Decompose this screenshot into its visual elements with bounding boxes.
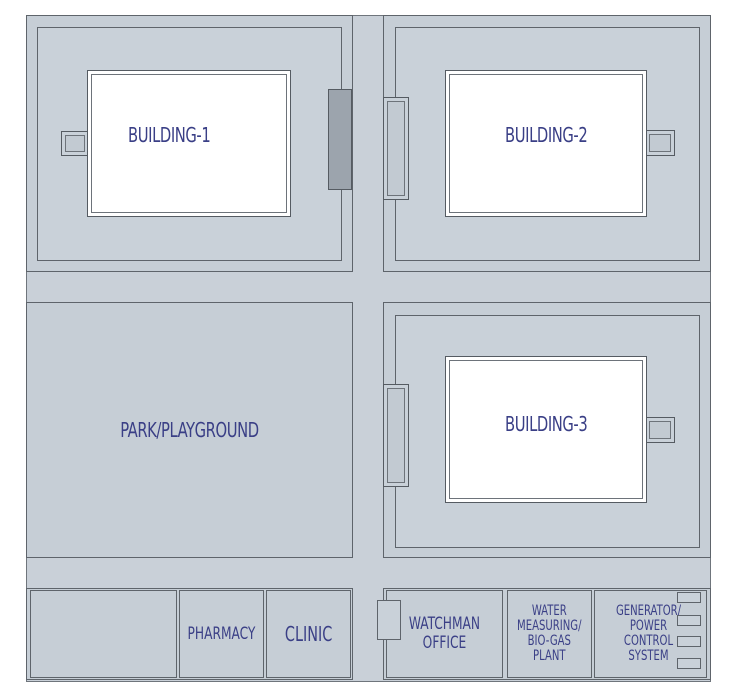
- building-1-entrance: [328, 89, 352, 190]
- building-3[interactable]: BUILDING-3: [445, 356, 647, 503]
- clinic-label: CLINIC: [284, 621, 333, 646]
- park-playground[interactable]: [26, 302, 353, 558]
- building-3-entrance: [383, 384, 409, 487]
- water-measuring-room[interactable]: WATER MEASURING/ BIO-GAS PLANT: [507, 590, 592, 678]
- building-2-entrance: [383, 97, 409, 200]
- water-line-4: PLANT: [533, 648, 566, 664]
- building-2-step: [645, 130, 675, 156]
- building-3-step: [645, 417, 675, 443]
- watchman-office[interactable]: WATCHMAN OFFICE: [386, 590, 503, 678]
- building-1[interactable]: BUILDING-1: [87, 70, 291, 217]
- generator-unit-2: [677, 615, 701, 626]
- building-1-step: [61, 131, 89, 156]
- generator-line-3: SYSTEM: [628, 648, 669, 664]
- water-line-2: MEASURING/: [517, 618, 582, 634]
- park-label-wrap: PARK/PLAYGROUND: [26, 302, 353, 558]
- watchman-label: WATCHMAN OFFICE: [409, 615, 480, 653]
- park-label: PARK/PLAYGROUND: [120, 418, 259, 442]
- generator-line-2: POWER CONTROL: [623, 618, 674, 649]
- water-line-3: BIO-GAS: [527, 633, 572, 649]
- water-label: WATER MEASURING/ BIO-GAS PLANT: [517, 604, 581, 664]
- generator-unit-1: [677, 592, 701, 603]
- generator-unit-3: [677, 636, 701, 647]
- clinic-room[interactable]: CLINIC: [266, 590, 351, 678]
- pharmacy-room[interactable]: PHARMACY: [179, 590, 264, 678]
- watchman-line-2: OFFICE: [422, 633, 467, 653]
- generator-label: GENERATOR/ POWER CONTROL SYSTEM: [606, 604, 692, 664]
- generator-room[interactable]: GENERATOR/ POWER CONTROL SYSTEM: [594, 590, 707, 678]
- generator-unit-4: [677, 658, 701, 669]
- water-line-1: WATER: [532, 603, 567, 619]
- building-1-label: BUILDING-1: [127, 122, 211, 147]
- generator-line-1: GENERATOR/: [615, 603, 682, 619]
- empty-room: [30, 590, 177, 678]
- building-2-label: BUILDING-2: [504, 122, 588, 147]
- pharmacy-label: PHARMACY: [187, 623, 256, 644]
- watchman-line-1: WATCHMAN: [408, 614, 481, 634]
- building-2[interactable]: BUILDING-2: [445, 70, 647, 217]
- building-3-label: BUILDING-3: [504, 411, 588, 436]
- watchman-door: [377, 600, 401, 640]
